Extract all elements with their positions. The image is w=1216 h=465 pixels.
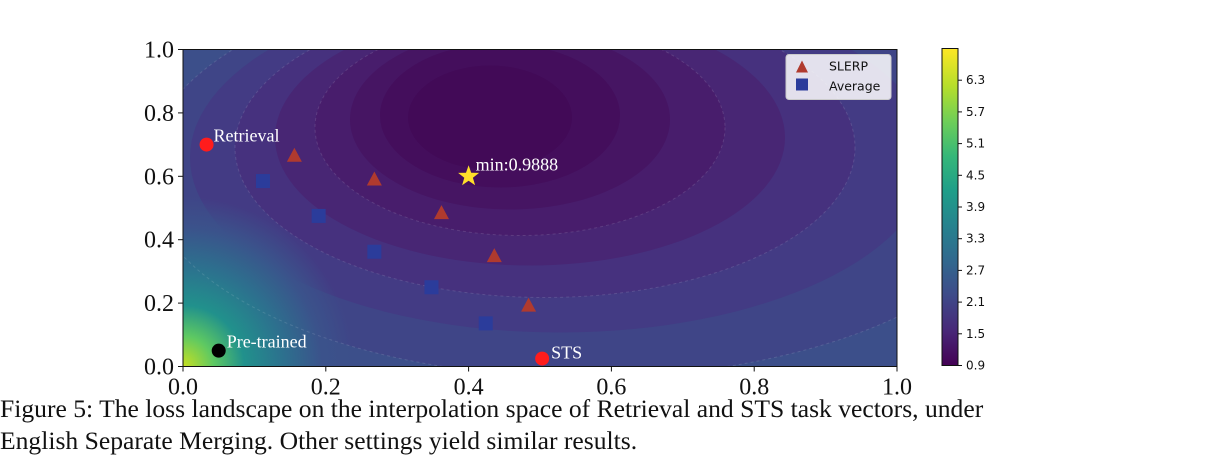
colorbar-ticks: 0.9 1.5 2.1 2.7 3.3 3.9 4.5 5.1 5.7 6.3 <box>958 73 985 373</box>
colorbar-tick-label: 3.3 <box>966 232 985 246</box>
y-tick-label: 0.8 <box>144 101 174 127</box>
x-tick-label: 0.8 <box>739 375 769 401</box>
x-tick-label: 0.4 <box>454 375 484 401</box>
x-tick-label: 0.2 <box>311 375 341 401</box>
average-point <box>424 280 439 295</box>
pre-trained-point-marker <box>211 343 226 358</box>
colorbar-tick-label: 3.9 <box>966 200 985 214</box>
colorbar-tick-label: 6.3 <box>966 73 985 87</box>
legend-slerp-marker <box>796 60 808 73</box>
colorbar-tick-label: 4.5 <box>966 168 985 182</box>
average-point <box>311 208 326 223</box>
colorbar-tick-label: 2.7 <box>966 263 985 277</box>
sts-point-marker <box>535 351 550 366</box>
slerp-point <box>521 297 537 312</box>
colorbar-tick-label: 2.1 <box>966 295 985 309</box>
average-point <box>255 174 270 189</box>
y-tick-label: 0.2 <box>144 291 174 317</box>
legend: SLERP Average <box>785 54 892 100</box>
slerp-point <box>486 248 502 263</box>
x-tick-label: 0.0 <box>168 375 198 401</box>
min-0-9888-label: min:0.9888 <box>476 154 559 174</box>
slerp-point <box>366 171 382 186</box>
pre-trained-label: Pre-trained <box>227 332 307 352</box>
chart-marks <box>255 147 537 331</box>
slerp-point <box>286 147 302 162</box>
colorbar-tick-label: 0.9 <box>966 359 985 373</box>
caption-line-1: Figure 5: The loss landscape on the inte… <box>0 394 984 423</box>
y-tick-label: 0.6 <box>144 164 174 190</box>
y-tick-label: 0.0 <box>144 355 174 381</box>
x-tick-label: 0.6 <box>596 375 626 401</box>
y-tick-label: 0.4 <box>144 228 174 254</box>
average-point <box>367 244 382 259</box>
colorbar: 0.9 1.5 2.1 2.7 3.3 3.9 4.5 5.1 5.7 6.3 <box>941 48 985 373</box>
legend-average-label: Average <box>829 79 881 94</box>
x-tick-label: 1.0 <box>882 375 912 401</box>
chart-annotations: Retrieval STS Pre-trained min:0.9888 <box>199 126 582 366</box>
sts-label: STS <box>551 343 582 363</box>
figure-caption: Figure 5: The loss landscape on the inte… <box>0 393 1216 457</box>
retrieval-label: Retrieval <box>214 126 280 146</box>
average-point <box>478 316 493 331</box>
caption-line-2: English Separate Merging. Other settings… <box>0 426 638 455</box>
contour-field <box>183 49 897 367</box>
legend-slerp-label: SLERP <box>829 59 868 74</box>
y-tick-label: 1.0 <box>144 38 174 64</box>
colorbar-gradient <box>941 48 959 366</box>
colorbar-tick-label: 5.1 <box>966 137 985 151</box>
colorbar-tick-label: 1.5 <box>966 327 985 341</box>
y-axis: 0.0 0.2 0.4 0.6 0.8 1.0 <box>144 38 183 381</box>
colorbar-tick-label: 5.7 <box>966 105 985 119</box>
legend-average-marker <box>796 78 808 91</box>
x-axis: 0.0 0.2 0.4 0.6 0.8 1.0 <box>168 366 912 401</box>
minimum-star-marker <box>458 165 480 186</box>
plot-frame <box>182 49 898 367</box>
slerp-point <box>433 205 449 220</box>
legend-box <box>785 54 892 100</box>
retrieval-point-marker <box>199 137 214 152</box>
